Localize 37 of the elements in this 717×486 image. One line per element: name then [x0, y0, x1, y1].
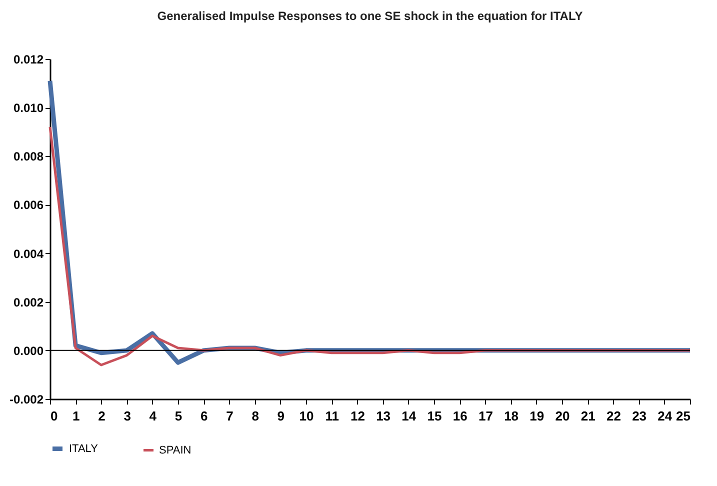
x-tick-label: 17	[478, 408, 493, 424]
x-tick-label: 10	[299, 408, 314, 424]
x-tick-label: 22	[606, 408, 621, 424]
x-tick-label: 21	[580, 408, 596, 424]
x-tick-label: 4	[149, 408, 158, 424]
x-tick-label: 5	[174, 408, 182, 424]
x-tick-label: 19	[530, 408, 544, 424]
y-tick-label: 0.000	[13, 344, 44, 358]
x-tick-label: 9	[277, 408, 285, 424]
x-tick-label: 0	[50, 408, 58, 424]
x-tick-label: 13	[376, 408, 391, 424]
y-tick-label: 0.008	[13, 150, 44, 164]
x-tick-label: 16	[452, 408, 468, 424]
legend-label: SPAIN	[159, 444, 192, 456]
x-tick-label: 25	[676, 408, 690, 424]
y-tick-label: 0.012	[13, 52, 44, 66]
y-tick-label: 0.010	[13, 101, 44, 116]
x-tick-label: 12	[350, 408, 365, 424]
x-tick-label: 24	[658, 408, 673, 424]
x-tick-label: 18	[504, 408, 519, 424]
x-tick-label: 15	[427, 408, 442, 424]
x-tick-label: 23	[632, 408, 647, 424]
x-tick-label: 20	[555, 408, 570, 424]
y-tick-label: -0.002	[9, 392, 44, 406]
legend-label: ITALY	[69, 442, 99, 455]
x-tick-label: 1	[72, 408, 80, 424]
y-tick-label: 0.006	[13, 198, 44, 212]
x-tick-label: 14	[402, 408, 417, 424]
x-tick-label: 3	[124, 408, 131, 424]
x-tick-label: 6	[200, 408, 208, 424]
y-tick-label: 0.002	[13, 295, 44, 310]
x-tick-label: 8	[252, 408, 259, 424]
x-tick-label: 11	[325, 408, 339, 424]
y-tick-label: 0.004	[13, 246, 44, 261]
chart-title: Generalised Impulse Responses to one SE shock in the equation for ITALY	[157, 9, 583, 23]
x-tick-label: 7	[226, 408, 234, 424]
x-tick-label: 2	[98, 408, 106, 424]
